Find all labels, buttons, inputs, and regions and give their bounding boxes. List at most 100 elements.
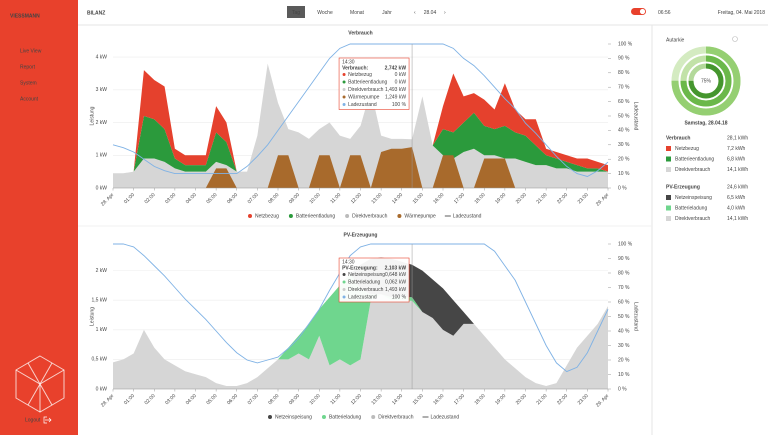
y2-tick-label: 80 % [618,70,630,76]
section-title: PV-Erzeugung [666,184,700,190]
x-tick-label: 16:00 [432,192,445,205]
legend-marker [248,214,252,218]
y2-tick-label: 10 % [618,171,630,177]
tooltip-dot [342,88,346,91]
tab[interactable]: Monat [350,10,365,16]
today: Freitag, 04. Mai 2018 [718,10,765,16]
y-tick-label: 4 kW [96,54,108,60]
y2-tick-label: 40 % [618,128,630,134]
legend-marker [268,415,272,419]
y-tick-label: 1 kW [96,327,108,333]
row-swatch [666,205,671,211]
y2-axis-title: Ladezustand [633,302,639,331]
row-name: Netzeinspeisung [675,195,712,201]
info-icon[interactable] [732,36,738,42]
x-tick-label: 20:00 [515,393,528,406]
x-tick-label: 03:00 [164,192,177,205]
y2-tick-label: 90 % [618,56,630,62]
x-tick-label: 29. Apr [595,393,611,409]
tooltip-box [338,257,410,303]
y-tick-label: 0 kW [96,386,108,392]
tab[interactable]: Jahr [382,10,392,16]
donut-arc [680,55,732,107]
legend-label[interactable]: Batterieentladung [296,213,335,219]
legend-marker [345,214,350,218]
nav-item[interactable]: Report [20,64,36,70]
row-name: Direktverbrauch [675,216,711,222]
tooltip-row-value: 100 % [392,294,407,300]
date-prev[interactable]: ‹ [414,10,416,16]
x-tick-label: 18:00 [474,393,487,406]
tooltip-row-value: 0,062 kW [385,279,406,285]
y2-tick-label: 60 % [618,99,630,105]
legend-label[interactable]: Netzbezug [255,213,279,219]
x-tick-label: 20:00 [515,192,528,205]
legend-label[interactable]: Ladezustand [453,213,482,219]
legend-label[interactable]: Wärmepumpe [404,213,436,219]
row-swatch [666,156,671,162]
x-tick-label: 06:00 [226,192,239,205]
tooltip-row-name: Netzeinspeisung [348,272,385,278]
nav-item[interactable]: System [20,80,37,86]
legend-label[interactable]: Batterieladung [329,414,361,420]
legend-label[interactable]: Direktverbrauch [352,213,388,219]
y-tick-label: 0 kW [96,185,108,191]
x-tick-label: 09:00 [288,393,301,406]
x-tick-label: 01:00 [123,393,136,406]
nav-item[interactable]: Account [20,96,39,102]
y2-tick-label: 0 % [618,185,627,191]
tab[interactable]: Tag [292,10,300,16]
legend-label[interactable]: Direktverbrauch [378,414,414,420]
x-tick-label: 04:00 [185,393,198,406]
x-tick-label: 08:00 [267,393,280,406]
legend-marker [397,214,402,218]
x-tick-label: 05:00 [205,393,218,406]
x-tick-label: 28. Apr [100,393,116,409]
row-swatch [666,146,671,151]
x-tick-label: 01:00 [123,192,136,205]
x-tick-label: 07:00 [247,393,260,406]
area [113,147,608,188]
stacked-area [113,63,608,188]
summary-date: Samstag, 28.04.18 [684,120,727,126]
tooltip-total-label: PV-Erzeugung: [342,265,378,271]
nav-item[interactable]: Live View [20,48,42,54]
y-axis-title: Leistung [89,307,95,326]
y2-tick-label: 30 % [618,343,630,349]
brand: VIESSMANN [10,13,40,19]
x-tick-label: 14:00 [391,192,404,205]
legend-marker [288,214,293,218]
tab[interactable]: Woche [317,10,333,16]
stacked-area [113,63,608,174]
y2-tick-label: 0 % [618,386,627,392]
tooltip-total: 2,742 kW [385,65,407,71]
x-tick-label: 21:00 [535,393,548,406]
tooltip-row-name: Direktverbrauch [348,87,384,93]
x-tick-label: 09:00 [288,192,301,205]
legend-label[interactable]: Netzeinspeisung [275,414,312,420]
row-value: 4,0 kWh [727,205,746,211]
row-value: 14,1 kWh [727,216,748,222]
logout[interactable]: Logout [25,417,41,423]
row-name: Batterieladung [675,205,707,211]
x-tick-label: 07:00 [247,192,260,205]
page-title: BILANZ [87,10,105,16]
y2-tick-label: 50 % [618,113,630,119]
legend-label[interactable]: Ladezustand [431,414,460,420]
row-swatch [666,195,671,200]
donut-arc [671,46,741,116]
tooltip-dot [342,288,346,291]
tooltip-dot [342,80,346,84]
tooltip-row-name: Batterieentladung [348,79,387,85]
tooltip-total: 2,103 kW [385,265,407,271]
tooltip-time: 14:30 [342,59,355,65]
x-tick-label: 10:00 [309,393,322,406]
date-next[interactable]: › [444,10,446,16]
tooltip-row-name: Direktverbrauch [348,287,384,293]
x-tick-label: 04:00 [185,192,198,205]
tooltip-row-name: Batterieladung [348,279,380,285]
y2-tick-label: 30 % [618,142,630,148]
y-tick-label: 1 kW [96,153,108,159]
tooltip-dot [342,103,346,106]
